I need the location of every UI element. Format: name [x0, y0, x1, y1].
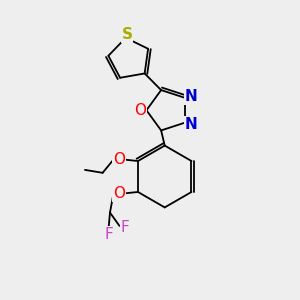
Text: N: N [185, 89, 198, 104]
Text: F: F [104, 227, 113, 242]
Text: S: S [122, 27, 133, 42]
Text: F: F [120, 220, 129, 235]
Text: N: N [185, 117, 198, 132]
Text: O: O [134, 103, 146, 118]
Text: O: O [113, 152, 125, 167]
Text: O: O [113, 186, 125, 201]
